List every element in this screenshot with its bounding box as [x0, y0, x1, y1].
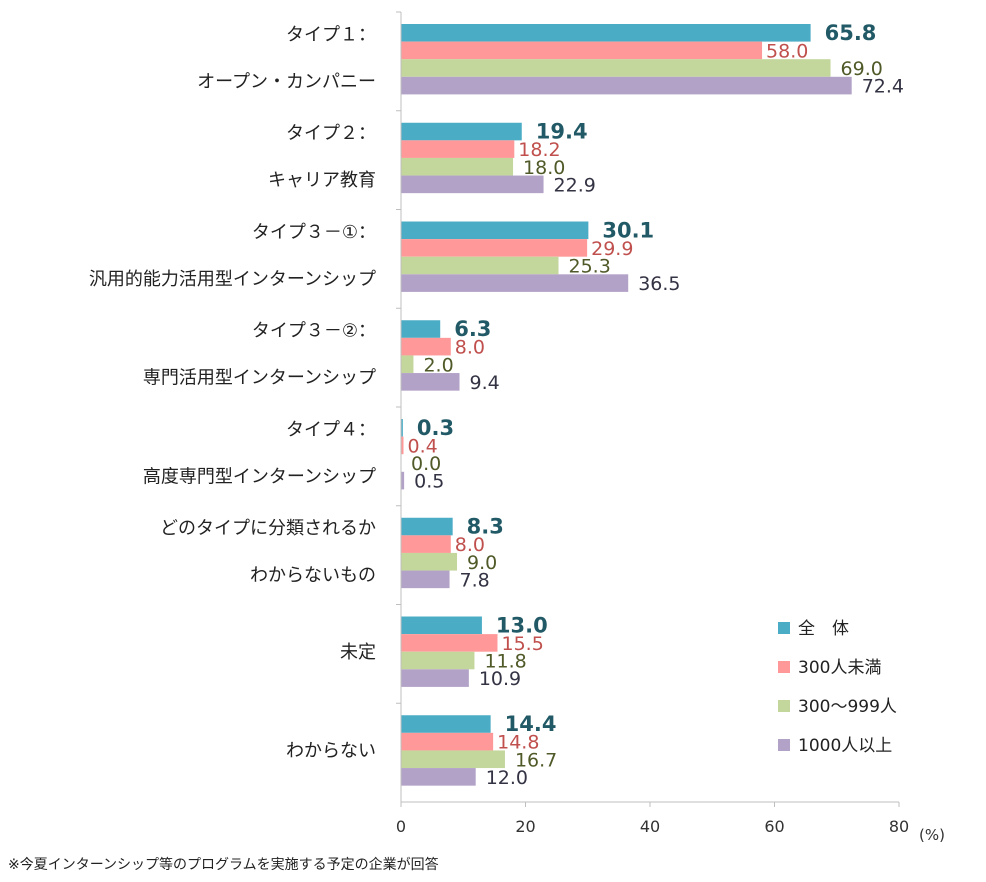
- category-label-3-line-1: タイプ３－①：: [252, 222, 376, 243]
- category-label-7-line-1: 未定: [340, 642, 376, 663]
- x-tick-label-5: 80: [889, 817, 909, 836]
- bar-1-series-2: [401, 41, 763, 60]
- legend-label-2: 300人未満: [798, 658, 881, 678]
- legend-swatch-2: [778, 661, 790, 673]
- bar-3-series-2: [401, 239, 588, 257]
- value-label-8-series-3: 16.7: [515, 749, 557, 771]
- value-label-7-series-3: 11.8: [484, 651, 526, 673]
- bar-2-series-4: [401, 175, 544, 194]
- bar-1-series-3: [401, 59, 831, 77]
- value-label-2-series-3: 18.0: [523, 157, 565, 179]
- category-label-3-line-2: 汎用的能力活用型インターンシップ: [89, 269, 376, 290]
- bar-2-series-1: [401, 122, 522, 141]
- axis-layer: [396, 11, 900, 807]
- bar-8-series-1: [401, 715, 491, 733]
- value-label-4-series-3: 2.0: [423, 354, 453, 376]
- legend-swatch-4: [778, 739, 790, 751]
- value-label-1-series-1: 65.8: [825, 21, 877, 45]
- legend-label-4: 1000人以上: [798, 736, 892, 756]
- legend-swatch-1: [778, 622, 790, 634]
- value-label-3-series-4: 36.5: [638, 273, 680, 295]
- value-label-2-series-2: 18.2: [518, 139, 560, 161]
- value-label-1-series-4: 72.4: [862, 76, 904, 98]
- value-label-6-series-3: 9.0: [467, 552, 497, 574]
- value-label-6-series-2: 8.0: [455, 534, 485, 556]
- bar-6-series-4: [401, 570, 450, 589]
- value-label-5-series-3: 0.0: [411, 453, 441, 475]
- x-axis-unit-label: (%): [919, 826, 945, 844]
- bar-6-series-1: [401, 517, 453, 536]
- bar-7-series-1: [401, 616, 482, 635]
- category-label-1-line-1: タイプ１：: [286, 24, 376, 45]
- category-label-8-line-1: わからない: [286, 741, 376, 762]
- bar-5-series-4: [401, 471, 405, 490]
- category-label-1-line-2: オープン・カンパニー: [197, 71, 376, 92]
- x-tick-label-1: 0: [396, 817, 406, 836]
- category-label-4-line-1: タイプ３－②：: [252, 321, 376, 342]
- bar-8-series-4: [401, 768, 476, 786]
- category-label-2-line-1: タイプ２：: [286, 123, 376, 144]
- value-label-4-series-4: 9.4: [470, 372, 500, 394]
- value-label-7-series-2: 15.5: [501, 633, 543, 655]
- value-label-1-series-3: 69.0: [841, 58, 883, 80]
- value-label-8-series-4: 12.0: [486, 767, 528, 789]
- bar-3-series-3: [401, 256, 559, 275]
- legend-label-3: 300～999人: [798, 697, 897, 717]
- footnote: ※今夏インターンシップ等のプログラムを実施する予定の企業が回答: [8, 857, 439, 873]
- value-label-4-series-2: 8.0: [455, 337, 485, 359]
- value-label-6-series-1: 8.3: [467, 515, 504, 539]
- value-label-8-series-2: 14.8: [497, 732, 539, 754]
- value-label-3-series-1: 30.1: [602, 218, 654, 242]
- legend-swatch-3: [778, 700, 790, 712]
- bar-7-series-3: [401, 651, 475, 670]
- value-label-5-series-2: 0.4: [407, 435, 437, 457]
- bar-8-series-2: [401, 732, 494, 751]
- bars-layer: [401, 24, 852, 786]
- value-label-3-series-2: 29.9: [591, 238, 633, 260]
- value-label-2-series-4: 22.9: [554, 174, 596, 196]
- value-label-3-series-3: 25.3: [568, 256, 610, 278]
- category-label-5-line-2: 高度専門型インターンシップ: [143, 466, 376, 487]
- value-label-5-series-1: 0.3: [417, 416, 454, 440]
- bar-3-series-1: [401, 221, 589, 240]
- category-label-4-line-2: 専門活用型インターンシップ: [143, 368, 376, 389]
- value-label-5-series-4: 0.5: [414, 471, 444, 493]
- x-tick-label-4: 60: [764, 817, 784, 836]
- bar-7-series-4: [401, 669, 469, 687]
- legend-label-1: 全 体: [798, 619, 849, 639]
- category-label-2-line-2: キャリア教育: [268, 170, 376, 191]
- labels-layer: 65.858.069.072.4タイプ１：オープン・カンパニー19.418.21…: [89, 21, 945, 844]
- bar-5-series-2: [401, 436, 404, 455]
- category-label-6-line-2: わからないもの: [250, 565, 376, 586]
- bar-1-series-1: [401, 24, 811, 42]
- bar-7-series-2: [401, 634, 498, 652]
- bar-8-series-3: [401, 750, 505, 769]
- bar-1-series-4: [401, 76, 852, 95]
- value-label-8-series-1: 14.4: [505, 712, 557, 736]
- legend: 全 体 300人未満 300～999人 1000人以上: [778, 619, 897, 756]
- bar-4-series-2: [401, 337, 451, 356]
- value-label-6-series-4: 7.8: [460, 569, 490, 591]
- value-label-2-series-1: 19.4: [536, 120, 588, 144]
- bar-5-series-1: [401, 419, 403, 437]
- category-label-6-line-1: どのタイプに分類されるか: [160, 518, 376, 539]
- bar-4-series-3: [401, 355, 414, 374]
- value-label-7-series-1: 13.0: [496, 613, 548, 637]
- x-tick-label-3: 40: [640, 817, 660, 836]
- bar-4-series-4: [401, 373, 460, 391]
- x-tick-label-2: 20: [515, 817, 535, 836]
- category-label-5-line-1: タイプ４：: [286, 419, 376, 440]
- bar-2-series-3: [401, 157, 514, 176]
- bar-6-series-3: [401, 552, 458, 571]
- bar-4-series-1: [401, 320, 441, 338]
- bar-2-series-2: [401, 140, 515, 158]
- value-label-4-series-1: 6.3: [454, 317, 491, 341]
- value-label-7-series-4: 10.9: [479, 668, 521, 690]
- value-label-1-series-2: 58.0: [766, 40, 808, 62]
- bar-3-series-4: [401, 274, 629, 292]
- bar-6-series-2: [401, 535, 451, 553]
